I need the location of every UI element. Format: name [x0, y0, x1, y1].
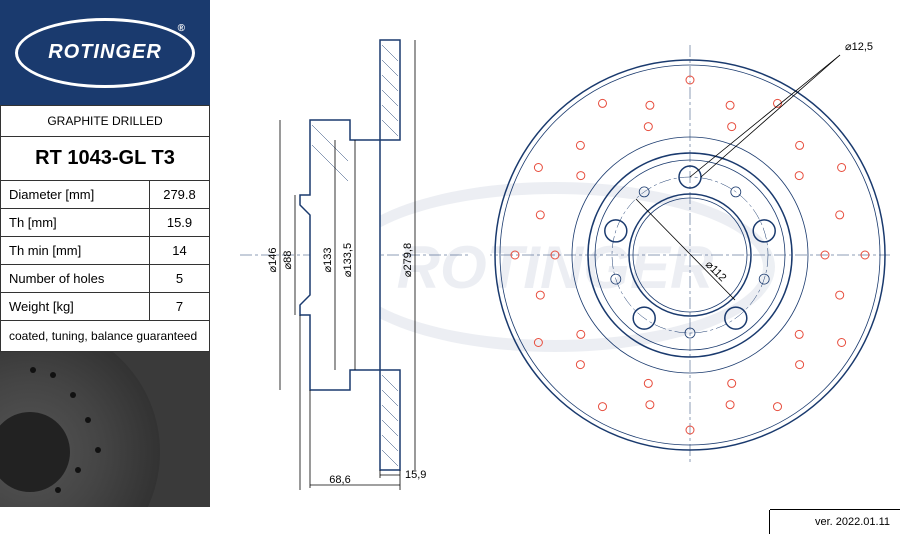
spec-label: Weight [kg] [1, 293, 150, 321]
spec-value: 5 [150, 265, 210, 293]
part-number: RT 1043-GL T3 [1, 137, 210, 181]
technical-drawing: ROTINGER [210, 0, 900, 534]
dim-label: 15,9 [405, 469, 426, 481]
product-subtitle: GRAPHITE DRILLED [1, 106, 210, 137]
product-photo [0, 352, 210, 507]
brand-logo: ROTINGER ® [0, 0, 210, 105]
spec-value: 15.9 [150, 209, 210, 237]
dim-label: ⌀133 [322, 248, 334, 273]
dim-label: 68,6 [329, 474, 350, 486]
spec-label: Diameter [mm] [1, 181, 150, 209]
dim-label: ⌀88 [282, 251, 294, 270]
dim-label: ⌀133,5 [342, 243, 354, 277]
spec-label: Th min [mm] [1, 237, 150, 265]
spec-value: 14 [150, 237, 210, 265]
version-label: ver. 2022.01.11 [815, 516, 890, 528]
registered-mark: ® [178, 23, 186, 34]
side-view-drawing: ⌀146 ⌀88 ⌀133 ⌀133,5 ⌀279,8 15,9 68,6 78… [240, 20, 470, 490]
spec-value: 7 [150, 293, 210, 321]
dim-label: ⌀12,5 [845, 41, 873, 53]
spec-table: GRAPHITE DRILLED RT 1043-GL T3 Diameter … [0, 105, 210, 352]
spec-value: 279.8 [150, 181, 210, 209]
spec-notes: coated, tuning, balance guaranteed [1, 321, 210, 352]
spec-panel: ROTINGER ® GRAPHITE DRILLED RT 1043-GL T… [0, 0, 210, 534]
brand-text: ROTINGER [48, 41, 162, 64]
dim-label: ⌀279,8 [402, 243, 414, 277]
spec-label: Th [mm] [1, 209, 150, 237]
front-view-drawing: ⌀12,5 ⌀112 [490, 20, 890, 490]
spec-label: Number of holes [1, 265, 150, 293]
dim-label: ⌀146 [267, 248, 279, 273]
